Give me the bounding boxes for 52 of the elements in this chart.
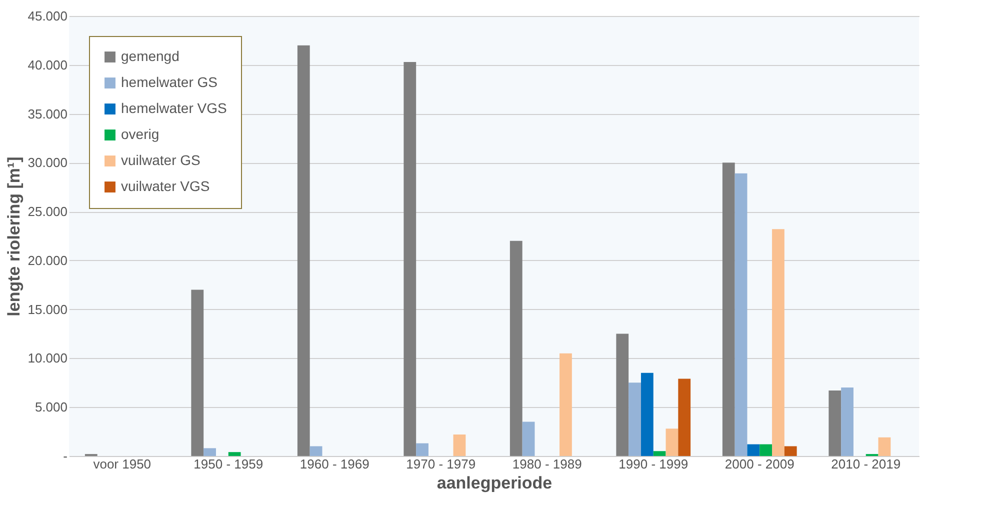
y-tick-label: 40.000: [28, 57, 68, 72]
bar: [828, 390, 842, 456]
legend-label: vuilwater VGS: [121, 178, 210, 194]
bar: [191, 290, 204, 456]
bar: [204, 448, 216, 456]
legend-label: gemengd: [121, 48, 180, 64]
x-tick-label: 1960 - 1969: [300, 456, 370, 472]
bar: [722, 162, 735, 456]
bar: [878, 437, 891, 456]
bar: [760, 444, 772, 456]
x-tick-label: 1970 - 1979: [406, 456, 476, 472]
bar: [747, 444, 760, 456]
x-axis-title: aanlegperiode: [436, 474, 552, 492]
y-tick-label: 35.000: [28, 106, 68, 122]
bar: [522, 422, 535, 456]
bar: [784, 446, 797, 456]
bar: [678, 378, 691, 456]
bar: [404, 62, 416, 456]
legend-label: vuilwater GS: [121, 152, 200, 168]
y-tick-label: 5.000: [34, 400, 68, 415]
bar: [841, 388, 854, 456]
y-tick-label: 25.000: [28, 204, 68, 220]
x-tick-label: 1950 - 1959: [194, 456, 264, 472]
legend-label: overig: [121, 126, 160, 142]
bar: [734, 173, 748, 456]
bar: [228, 452, 241, 456]
bar: [310, 446, 322, 456]
bar: [453, 434, 466, 456]
bar: [666, 428, 678, 456]
bar: [416, 443, 428, 456]
bar: [616, 334, 629, 456]
y-tick-label: 15.000: [28, 302, 68, 317]
y-tick-label: 10.000: [28, 350, 68, 366]
bar: [510, 240, 522, 456]
bar: [653, 451, 666, 456]
bar: [772, 229, 784, 456]
x-tick-label: 2010 - 2019: [831, 456, 901, 472]
bar: [560, 353, 572, 456]
legend-label: hemelwater GS: [121, 74, 218, 90]
x-tick-label: 1980 - 1989: [512, 456, 582, 472]
bar: [297, 45, 310, 456]
bar: [628, 382, 641, 456]
bar: [640, 372, 654, 456]
y-axis-title: lengte riolering [m¹]: [4, 156, 24, 316]
y-tick-label: 20.000: [28, 252, 68, 268]
x-tick-label: 2000 - 2009: [724, 456, 794, 472]
x-tick-label: voor 1950: [93, 456, 152, 472]
x-tick-label: 1990 - 1999: [618, 456, 688, 472]
y-tick-label: -: [63, 448, 68, 464]
y-tick-label: 30.000: [28, 155, 68, 170]
legend-label: hemelwater VGS: [121, 100, 227, 116]
y-tick-label: 45.000: [28, 8, 68, 24]
